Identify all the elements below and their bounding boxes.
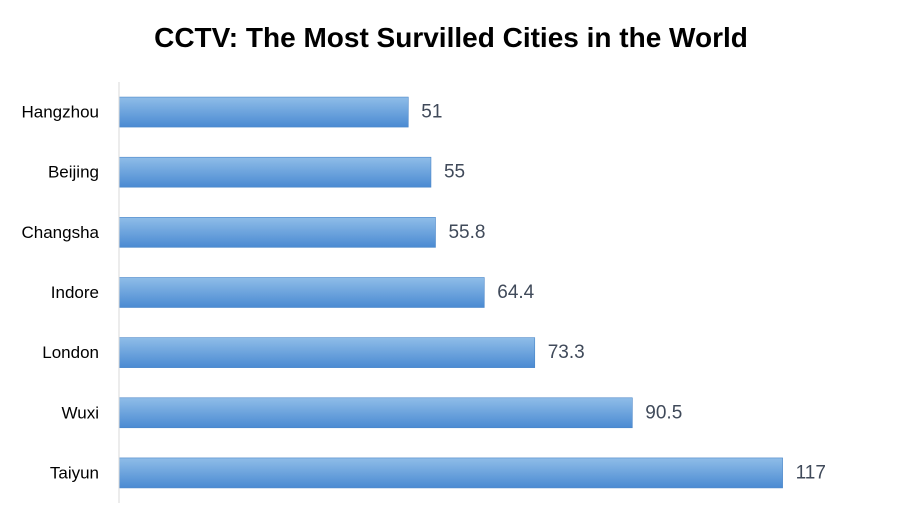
bar-beijing	[118, 156, 432, 188]
value-label: 55	[444, 162, 465, 183]
bar-indore	[118, 277, 485, 308]
value-label: 73.3	[548, 342, 585, 363]
bar-wuxi	[118, 397, 633, 429]
value-label: 90.5	[645, 402, 682, 423]
value-label: 55.8	[448, 222, 485, 243]
category-label: Beijing	[48, 163, 99, 182]
chart-title: CCTV: The Most Survilled Cities in the W…	[154, 22, 748, 53]
category-label: Taiyun	[50, 463, 99, 482]
category-label: Changsha	[21, 223, 99, 242]
bar-changsha	[118, 217, 436, 248]
category-label: Wuxi	[62, 403, 99, 422]
bar-london	[118, 337, 536, 368]
category-label: Indore	[51, 283, 99, 302]
value-label: 51	[421, 102, 442, 123]
value-label: 64.4	[497, 282, 534, 303]
category-label: London	[42, 343, 99, 362]
bar-taiyun	[118, 457, 783, 489]
bar-hangzhou	[118, 96, 409, 128]
category-label: Hangzhou	[21, 103, 99, 122]
value-label: 117	[796, 462, 826, 483]
